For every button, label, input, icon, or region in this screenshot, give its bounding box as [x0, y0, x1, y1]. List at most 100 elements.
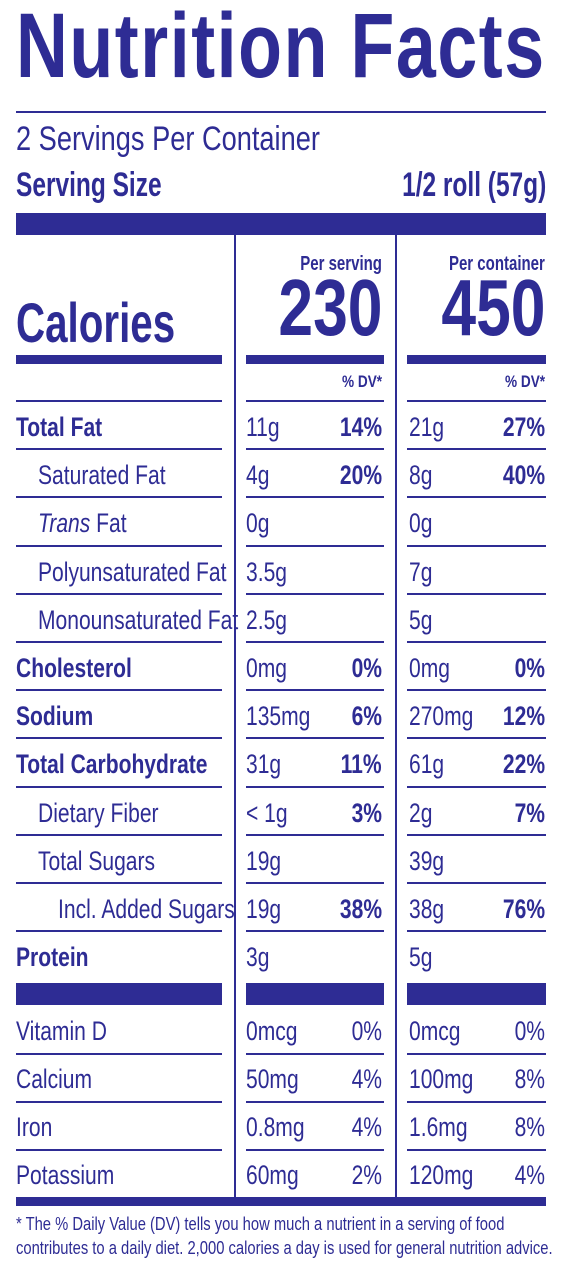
serving-amount: 19g — [246, 845, 282, 876]
row-rule-container — [407, 400, 546, 402]
calories-per-container: 450 — [440, 263, 545, 352]
serving-amount: 4g — [246, 460, 270, 491]
row-rule-label — [16, 400, 222, 402]
row-rule-label — [16, 544, 222, 547]
row-rule-serving — [246, 496, 384, 499]
serving-dv: 38% — [339, 894, 382, 924]
serving-dv: 3% — [351, 797, 382, 828]
nutrient-name: Trans Fat — [38, 507, 152, 539]
row-rule-serving — [246, 592, 384, 595]
row-rule-container — [407, 496, 546, 499]
vitamin-serving-dv: 4% — [351, 1064, 382, 1094]
container-amount: 270mg — [409, 701, 474, 732]
serving-amount: 0g — [246, 508, 270, 539]
footnote-line-2: contributes to a daily diet. 2,000 calor… — [16, 1238, 553, 1258]
column-divider-1 — [234, 235, 236, 1197]
nutrient-name-text: Total Fat — [16, 412, 103, 442]
vitamin-container-dv: 4% — [514, 1160, 545, 1190]
row-rule-container — [407, 930, 546, 933]
row-rule-serving — [246, 400, 384, 402]
row-rule-label — [16, 785, 222, 788]
container-amount: 39g — [409, 845, 445, 876]
row-rule-label — [16, 833, 222, 836]
vitamin-serving-amount: 0.8mg — [246, 1112, 305, 1142]
vit-rule-label — [16, 1053, 222, 1055]
nutrient-name: Protein — [16, 941, 109, 973]
row-rule-container — [407, 448, 546, 451]
nutrient-name-text: Total Carbohydrate — [16, 749, 208, 780]
nutrient-name-text: Total Sugars — [38, 845, 156, 876]
vitamin-container-dv: 8% — [514, 1112, 545, 1142]
per-serving-heading: Per serving — [300, 253, 382, 275]
vit-rule-container — [407, 1053, 546, 1055]
row-rule-serving — [246, 785, 384, 788]
container-amount: 5g — [409, 604, 433, 635]
row-rule-serving — [246, 448, 384, 451]
row-rule-serving — [246, 833, 384, 836]
row-rule-serving — [246, 641, 384, 643]
container-dv: 7% — [514, 797, 545, 828]
calories-rule-serving — [246, 355, 384, 364]
title-rule — [16, 111, 546, 113]
servings-per-container: 2 Servings Per Container — [16, 120, 320, 158]
nutrient-name: Incl. Added Sugars — [58, 893, 285, 925]
row-rule-container — [407, 544, 546, 547]
vit-rule-container — [407, 1101, 546, 1103]
label-title: Nutrition Facts — [16, 0, 546, 97]
serving-amount: 2.5g — [246, 604, 287, 635]
container-amount: 61g — [409, 749, 445, 780]
vit-rule-serving — [246, 1053, 384, 1055]
vitamin-serving-dv: 4% — [351, 1112, 382, 1142]
vitamin-serving-amount: 60mg — [246, 1160, 299, 1190]
vitamin-serving-dv: 0% — [351, 1016, 382, 1046]
row-rule-serving — [246, 930, 384, 933]
serving-size-label: Serving Size — [16, 166, 162, 204]
serving-dv: 20% — [339, 460, 382, 491]
row-rule-label — [16, 641, 222, 643]
thick-divider-top — [16, 213, 546, 235]
nutrient-name: Saturated Fat — [38, 459, 202, 491]
calories-rule-container — [407, 355, 546, 364]
row-rule-container — [407, 882, 546, 884]
container-dv: 40% — [502, 460, 545, 491]
vitamin-container-amount: 1.6mg — [409, 1112, 468, 1142]
row-rule-label — [16, 689, 222, 692]
vit-rule-serving — [246, 1101, 384, 1103]
container-amount: 21g — [409, 412, 445, 442]
nutrient-name: Cholesterol — [16, 652, 165, 684]
row-rule-container — [407, 592, 546, 595]
vitamin-container-amount: 100mg — [409, 1064, 474, 1094]
row-rule-label — [16, 930, 222, 933]
container-amount: 8g — [409, 460, 433, 491]
nutrient-name: Total Sugars — [38, 845, 188, 877]
nutrient-name: Polyunsaturated Fat — [38, 556, 280, 588]
nutrient-name-text: Saturated Fat — [38, 460, 166, 491]
serving-amount: 3.5g — [246, 556, 287, 587]
vitamin-name: Vitamin D — [16, 1016, 107, 1046]
serving-dv: 14% — [339, 412, 382, 442]
vitamin-container-dv: 0% — [514, 1016, 545, 1046]
nutrient-name: Sodium — [16, 700, 115, 732]
nutrient-name: Total Carbohydrate — [16, 748, 262, 780]
vit-rule-container — [407, 1149, 546, 1151]
vitamin-band-label — [16, 983, 222, 1005]
serving-size-value: 1/2 roll (57g) — [401, 166, 546, 204]
vitamin-band-container — [407, 983, 546, 1005]
serving-dv: 0% — [351, 653, 382, 683]
nutrient-name-italic: Trans — [38, 508, 91, 539]
nutrient-name-text: Fat — [90, 508, 127, 539]
nutrient-name-text: Cholesterol — [16, 653, 132, 683]
nutrient-name-text: Protein — [16, 942, 89, 973]
container-amount: 0mg — [409, 653, 450, 683]
container-amount: 0g — [409, 508, 433, 539]
row-rule-label — [16, 448, 222, 451]
row-rule-serving — [246, 737, 384, 740]
vitamin-serving-amount: 50mg — [246, 1064, 299, 1094]
row-rule-label — [16, 737, 222, 740]
calories-label: Calories — [16, 291, 176, 354]
footnote: * The % Daily Value (DV) tells you how m… — [16, 1212, 566, 1260]
serving-amount: 3g — [246, 942, 270, 973]
nutrient-name: Total Fat — [16, 411, 127, 443]
serving-amount: 19g — [246, 894, 282, 924]
dv-heading-container: % DV* — [504, 372, 545, 391]
